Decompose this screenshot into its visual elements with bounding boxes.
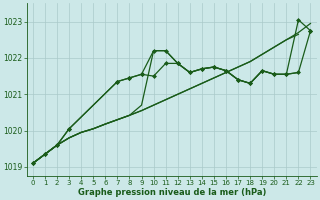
X-axis label: Graphe pression niveau de la mer (hPa): Graphe pression niveau de la mer (hPa) (77, 188, 266, 197)
